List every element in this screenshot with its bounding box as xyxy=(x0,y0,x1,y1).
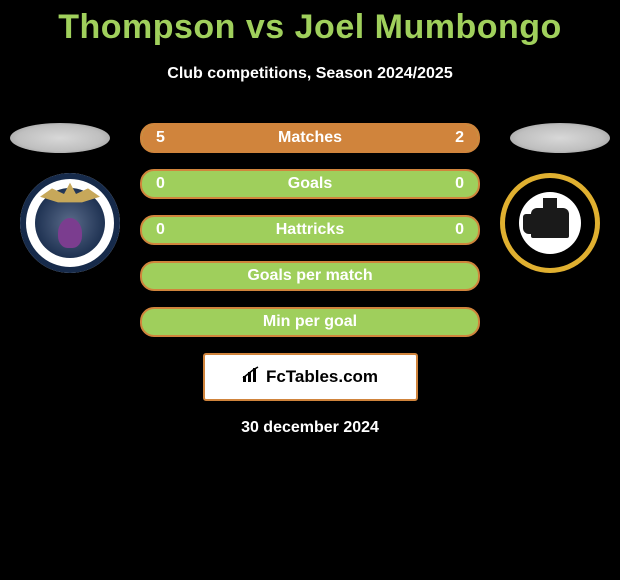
left-crest-outer xyxy=(20,173,120,273)
stat-row: 0 Hattricks 0 xyxy=(140,215,480,245)
elephant-icon xyxy=(531,208,569,238)
right-crest-outer xyxy=(500,173,600,273)
thistle-icon xyxy=(58,218,82,248)
stat-row: Goals per match xyxy=(140,261,480,291)
watermark-box: FcTables.com xyxy=(203,353,418,401)
page-title: Thompson vs Joel Mumbongo xyxy=(0,0,620,47)
stat-row: 5 Matches 2 xyxy=(140,123,480,153)
eagle-icon xyxy=(40,180,100,208)
stat-label: Goals per match xyxy=(142,267,478,285)
left-crest-inner xyxy=(35,188,105,258)
tower-icon xyxy=(543,198,557,212)
stat-row: Min per goal xyxy=(140,307,480,337)
left-pad-ellipse xyxy=(10,123,110,153)
stat-bars: 5 Matches 2 0 Goals 0 0 Hattricks 0 xyxy=(140,123,480,337)
stat-label: Goals xyxy=(142,175,478,193)
comparison-card: Thompson vs Joel Mumbongo Club competiti… xyxy=(0,0,620,580)
watermark: FcTables.com xyxy=(242,366,378,389)
right-club-badge xyxy=(500,173,600,273)
right-crest-inner xyxy=(519,192,581,254)
date-line: 30 december 2024 xyxy=(0,419,620,437)
stat-label: Hattricks xyxy=(142,221,478,239)
page-subtitle: Club competitions, Season 2024/2025 xyxy=(0,65,620,83)
stats-area: 5 Matches 2 0 Goals 0 0 Hattricks 0 xyxy=(0,123,620,437)
stat-label: Matches xyxy=(142,129,478,147)
stat-row: 0 Goals 0 xyxy=(140,169,480,199)
watermark-text: FcTables.com xyxy=(266,367,378,387)
right-pad-ellipse xyxy=(510,123,610,153)
bar-chart-icon xyxy=(242,366,262,389)
stat-label: Min per goal xyxy=(142,313,478,331)
left-club-badge xyxy=(20,173,120,273)
